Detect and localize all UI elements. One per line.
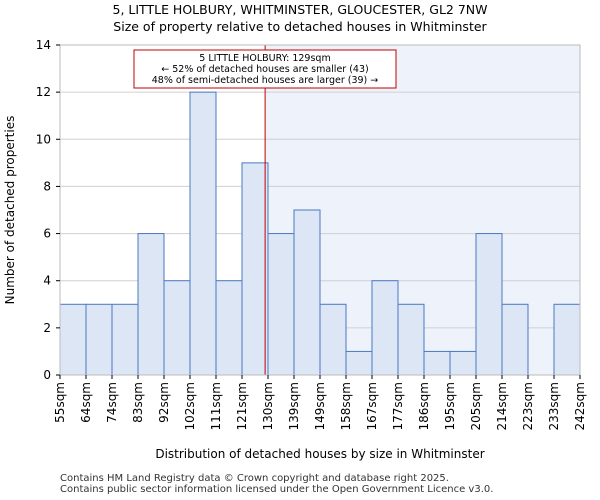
annotation-border bbox=[133, 49, 397, 89]
footer-copyright: Contains HM Land Registry data © Crown c… bbox=[60, 473, 449, 484]
x-tick-label-139sqm: 139sqm bbox=[287, 382, 301, 430]
y-tick-label: 0 bbox=[43, 368, 51, 382]
annotation-line-3: 48% of semi-detached houses are larger (… bbox=[152, 75, 379, 86]
annotation-box: 5 LITTLE HOLBURY: 129sqm ← 52% of detach… bbox=[133, 49, 397, 89]
x-tick-label-111sqm: 111sqm bbox=[209, 382, 223, 430]
x-tick-label-186sqm: 186sqm bbox=[417, 382, 431, 430]
bar-130sqm bbox=[267, 233, 295, 376]
x-tick-label-167sqm: 167sqm bbox=[365, 382, 379, 430]
bar-186sqm bbox=[423, 350, 451, 376]
x-axis-ticks: 55sqm 64sqm 74sqm 83sqm 92sqm 102sqm 111sqm 121… bbox=[53, 375, 587, 430]
bar-214sqm bbox=[501, 303, 529, 376]
y-tick-label: 10 bbox=[36, 132, 51, 146]
footer-licence: Contains public sector information licen… bbox=[60, 484, 494, 495]
chart-title: 5, LITTLE HOLBURY, WHITMINSTER, GLOUCEST… bbox=[112, 2, 488, 17]
bar-139sqm bbox=[293, 209, 321, 376]
bar-205sqm bbox=[475, 233, 503, 376]
bar-121sqm bbox=[241, 162, 269, 376]
bar-83sqm bbox=[137, 233, 165, 376]
x-tick-label-130sqm: 130sqm bbox=[261, 382, 275, 430]
bar-158sqm bbox=[345, 350, 373, 376]
y-tick-label: 4 bbox=[43, 274, 51, 288]
x-tick-label-92sqm: 92sqm bbox=[157, 382, 171, 423]
x-tick-label-64sqm: 64sqm bbox=[79, 382, 93, 423]
x-tick-label-214sqm: 214sqm bbox=[495, 382, 509, 430]
bar-55sqm bbox=[59, 303, 87, 376]
bar-92sqm bbox=[163, 280, 191, 376]
bar-74sqm bbox=[111, 303, 139, 376]
y-tick-label: 6 bbox=[43, 227, 51, 241]
x-tick-label-74sqm: 74sqm bbox=[105, 382, 119, 423]
x-tick-label-55sqm: 55sqm bbox=[53, 382, 67, 423]
bar-195sqm bbox=[449, 350, 477, 376]
x-tick-label-233sqm: 233sqm bbox=[547, 382, 561, 430]
annotation-line-2: ← 52% of detached houses are smaller (43… bbox=[161, 64, 368, 75]
x-tick-label-158sqm: 158sqm bbox=[339, 382, 353, 430]
bar-167sqm bbox=[371, 280, 399, 376]
x-tick-label-205sqm: 205sqm bbox=[469, 382, 483, 430]
bar-149sqm bbox=[319, 303, 347, 376]
x-tick-label-177sqm: 177sqm bbox=[391, 382, 405, 430]
x-tick-label-121sqm: 121sqm bbox=[235, 382, 249, 430]
bar-64sqm bbox=[85, 303, 113, 376]
bar-177sqm bbox=[397, 303, 425, 376]
y-tick-label: 12 bbox=[36, 85, 51, 99]
x-tick-label-195sqm: 195sqm bbox=[443, 382, 457, 430]
bar-233sqm bbox=[553, 303, 581, 376]
bar-111sqm bbox=[215, 280, 243, 376]
y-tick-label: 2 bbox=[43, 321, 51, 335]
y-axis-label: Number of detached properties bbox=[3, 116, 17, 305]
annotation-line-1: 5 LITTLE HOLBURY: 129sqm bbox=[199, 53, 330, 64]
x-tick-label-242sqm: 242sqm bbox=[573, 382, 587, 430]
x-tick-label-102sqm: 102sqm bbox=[183, 382, 197, 430]
x-tick-label-223sqm: 223sqm bbox=[521, 382, 535, 430]
y-tick-label: 14 bbox=[36, 38, 51, 52]
x-tick-label-83sqm: 83sqm bbox=[131, 382, 145, 423]
x-axis-label: Distribution of detached houses by size … bbox=[155, 447, 484, 461]
y-axis-ticks: 0 2 4 6 8 10 12 14 bbox=[36, 38, 60, 382]
x-tick-label-149sqm: 149sqm bbox=[313, 382, 327, 430]
bar-102sqm bbox=[189, 91, 217, 376]
y-tick-label: 8 bbox=[43, 179, 51, 193]
chart-subtitle: Size of property relative to detached ho… bbox=[113, 19, 487, 34]
